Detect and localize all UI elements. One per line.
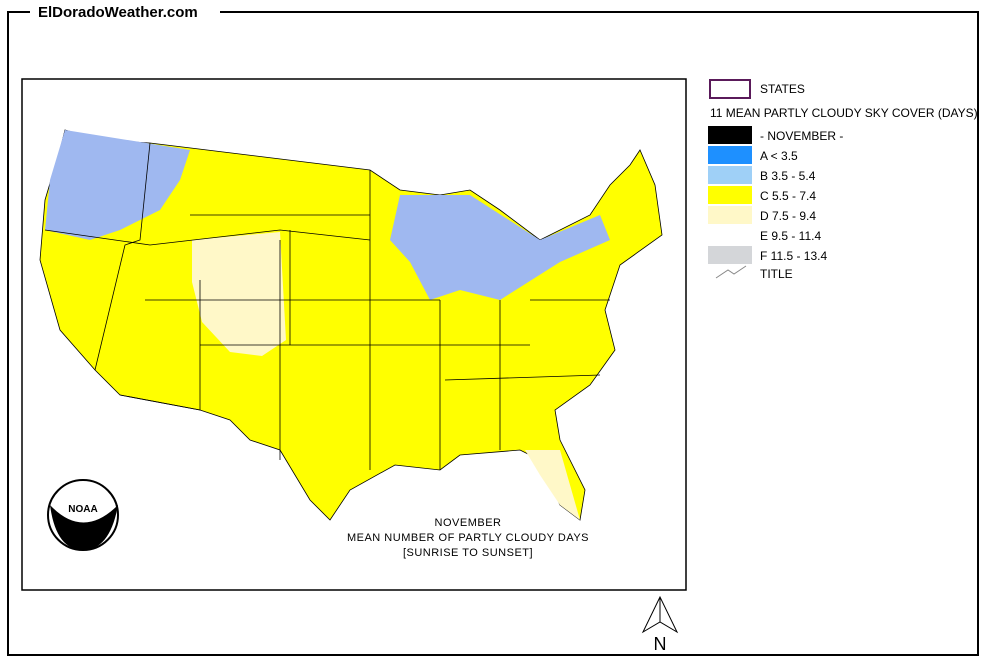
legend-label: C 5.5 - 7.4 [760,189,816,203]
cream-rockies [192,232,286,356]
north-label: N [654,634,667,654]
legend-title: 11 MEAN PARTLY CLOUDY SKY COVER (DAYS) [710,106,978,120]
cream-florida [525,450,580,520]
noaa-logo: NOAA [47,479,119,551]
caption-line: NOVEMBER [435,517,502,529]
north-arrow: N [641,595,679,654]
legend-swatch [708,126,752,144]
legend-swatch [708,186,752,204]
legend-label: - NOVEMBER - [760,129,843,143]
legend-label: D 7.5 - 9.4 [760,209,816,223]
legend-label: F 11.5 - 13.4 [760,249,827,263]
legend-label: B 3.5 - 5.4 [760,169,816,183]
legend-swatch [708,166,752,184]
caption-line: [SUNRISE TO SUNSET] [403,547,533,559]
site-title: ElDoradoWeather.com [38,4,198,21]
legend: STATES 11 MEAN PARTLY CLOUDY SKY COVER (D… [708,79,978,281]
legend-label: A < 3.5 [760,149,798,163]
blue-great-lakes [390,195,610,300]
blue-northwest [45,130,190,240]
caption-line: MEAN NUMBER OF PARTLY CLOUDY DAYS [347,532,589,544]
legend-swatch [708,246,752,264]
logo-text: NOAA [68,504,97,515]
legend-swatch [708,206,752,224]
legend-swatch [708,226,752,244]
title-backdrop [30,2,220,22]
states-swatch [709,79,751,99]
legend-states: STATES [760,82,805,96]
state-lines [44,142,610,470]
title-symbol [715,265,747,279]
legend-map-title: TITLE [760,267,793,281]
legend-label: E 9.5 - 11.4 [760,229,821,243]
caption: NOVEMBER MEAN NUMBER OF PARTLY CLOUDY DAY… [347,517,589,559]
outer-frame [7,11,979,656]
legend-swatch [708,146,752,164]
us-map [39,129,663,521]
